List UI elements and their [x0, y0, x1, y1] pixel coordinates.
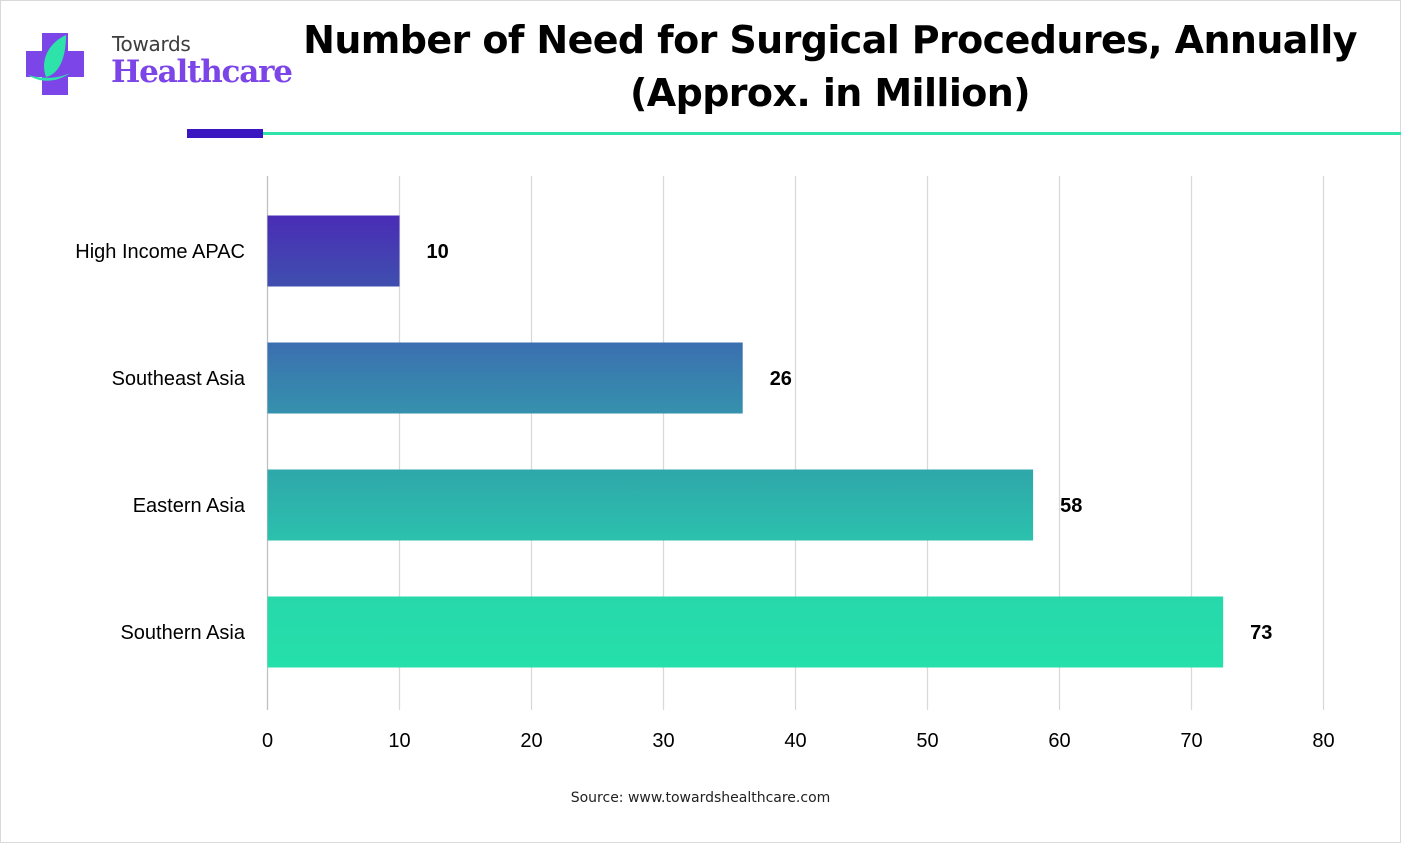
category-label: Southeast Asia — [112, 368, 246, 390]
x-tick-label: 50 — [916, 730, 938, 752]
labels: 0 10 20 30 40 50 60 70 80 High Income APAC 10 South… — [75, 241, 1334, 752]
data-label: 26 — [770, 368, 792, 390]
chart-title-line-1: Number of Need for Surgical Procedures, … — [303, 18, 1357, 62]
bar-eastern-asia — [267, 469, 1034, 541]
x-tick-label: 30 — [652, 730, 674, 752]
category-label: High Income APAC — [75, 241, 245, 263]
brand-name-top: Towards — [112, 32, 191, 56]
x-tick-label: 20 — [520, 730, 542, 752]
chart-title: Number of Need for Surgical Procedures, … — [280, 14, 1380, 120]
x-tick-label: 0 — [262, 730, 273, 752]
bar-high-income-apac — [267, 215, 400, 287]
bars — [267, 215, 1224, 668]
chart-title-line-2: (Approx. in Million) — [630, 71, 1031, 115]
data-label: 10 — [427, 241, 449, 263]
x-tick-label: 40 — [784, 730, 806, 752]
bar-southern-asia — [267, 596, 1224, 668]
title-accent-bar — [187, 129, 263, 138]
data-label: 58 — [1060, 495, 1082, 517]
x-tick-label: 70 — [1180, 730, 1202, 752]
title-divider-line — [263, 132, 1401, 135]
source-note: Source: www.towardshealthcare.com — [570, 790, 831, 806]
x-tick-label: 60 — [1048, 730, 1070, 752]
brand-name-bottom: Healthcare — [111, 54, 293, 90]
brand-logo: Towards Healthcare — [26, 30, 293, 100]
category-label: Southern Asia — [120, 622, 245, 644]
category-label: Eastern Asia — [133, 495, 246, 517]
x-tick-label: 80 — [1312, 730, 1334, 752]
x-tick-label: 10 — [388, 730, 410, 752]
data-label: 73 — [1250, 622, 1272, 644]
medical-cross-leaf-icon — [26, 33, 84, 95]
bar-southeast-asia — [267, 342, 743, 414]
